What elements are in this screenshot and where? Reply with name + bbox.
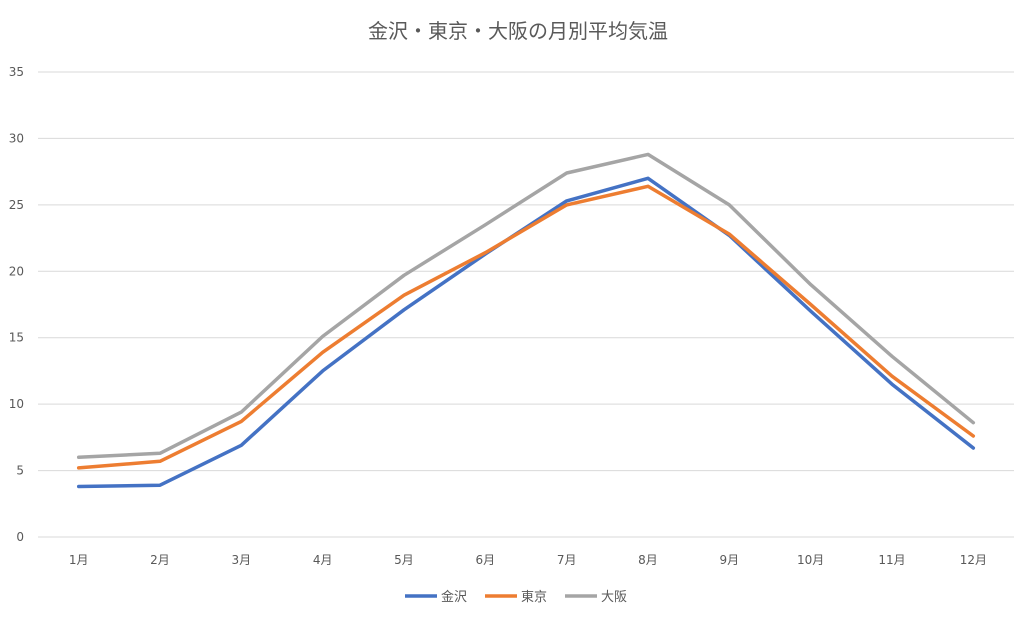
- y-tick-label: 15: [9, 331, 24, 345]
- x-tick-label: 12月: [960, 553, 987, 567]
- y-tick-label: 20: [9, 264, 24, 278]
- x-tick-label: 2月: [150, 553, 170, 567]
- x-tick-label: 1月: [69, 553, 89, 567]
- legend-label: 東京: [521, 589, 547, 605]
- x-tick-label: 4月: [313, 553, 333, 567]
- series-lines: [76, 152, 976, 489]
- y-tick-label: 30: [9, 131, 24, 145]
- y-tick-label: 35: [9, 65, 24, 79]
- series-line-2: [76, 152, 976, 460]
- legend-label: 金沢: [441, 589, 467, 605]
- y-tick-label: 5: [16, 464, 24, 478]
- x-tick-label: 11月: [878, 553, 905, 567]
- x-tick-label: 6月: [476, 553, 496, 567]
- x-tick-label: 5月: [394, 553, 414, 567]
- x-tick-label: 7月: [557, 553, 577, 567]
- legend: 金沢 東京 大阪: [405, 589, 627, 605]
- legend-label: 大阪: [601, 590, 627, 605]
- x-tick-label: 10月: [797, 553, 824, 567]
- x-axis-ticks: 1月 2月 3月 4月 5月 6月 7月 8月 9月 10月 11月 12月: [69, 553, 987, 567]
- gridlines: [38, 71, 1014, 538]
- chart-title: 金沢・東京・大阪の月別平均気温: [368, 19, 668, 43]
- series-line-1: [76, 184, 976, 470]
- x-tick-label: 3月: [232, 553, 252, 567]
- x-tick-label: 8月: [638, 553, 658, 567]
- y-axis-ticks: 0 5 10 15 20 25 30 35: [9, 65, 24, 544]
- y-tick-label: 25: [9, 198, 24, 212]
- y-tick-label: 0: [16, 530, 24, 544]
- y-tick-label: 10: [9, 397, 24, 411]
- x-tick-label: 9月: [720, 553, 740, 567]
